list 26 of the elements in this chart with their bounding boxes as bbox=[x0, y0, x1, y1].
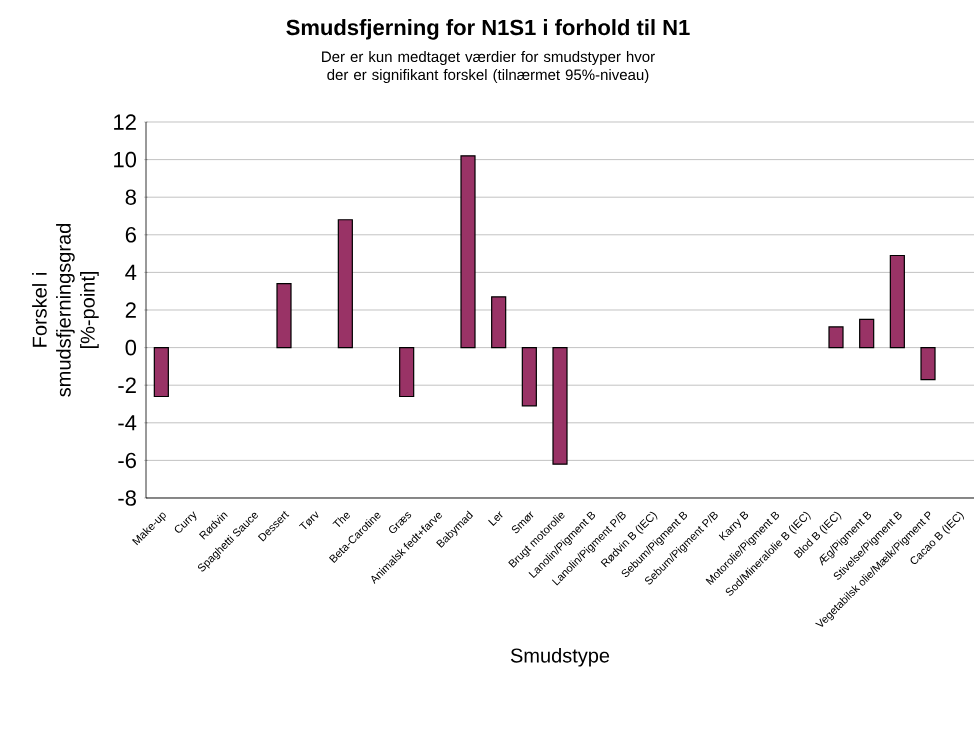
y-tick-label: 4 bbox=[125, 264, 137, 280]
y-axis-title: Forskel i smudsfjerningsgrad [%-point] bbox=[32, 224, 99, 397]
x-axis-title: Smudstype bbox=[510, 647, 610, 667]
y-tick-label: 12 bbox=[114, 114, 136, 130]
bar bbox=[399, 347, 415, 398]
bar bbox=[337, 219, 353, 349]
bar bbox=[521, 347, 537, 407]
bar bbox=[552, 347, 568, 465]
y-tick-label: -2 bbox=[118, 377, 136, 393]
bar bbox=[460, 155, 476, 349]
y-tick-label: -4 bbox=[118, 415, 137, 431]
y-tick-label: 6 bbox=[125, 227, 136, 243]
bar bbox=[859, 318, 875, 349]
y-tick-label: 2 bbox=[125, 302, 136, 318]
bar bbox=[889, 254, 905, 349]
bar bbox=[920, 347, 936, 381]
y-tick-label: -6 bbox=[118, 452, 136, 469]
chart-title: Smudsfjerning for N1S1 i forhold til N1 bbox=[286, 19, 690, 40]
y-tick-label: 10 bbox=[114, 151, 137, 168]
y-tick-label: 8 bbox=[125, 189, 136, 205]
bar bbox=[153, 347, 169, 398]
bar bbox=[491, 296, 507, 349]
y-tick-label: -8 bbox=[118, 490, 136, 506]
y-tick-label: 0 bbox=[125, 339, 137, 356]
bar bbox=[276, 283, 292, 349]
bar bbox=[828, 326, 844, 349]
